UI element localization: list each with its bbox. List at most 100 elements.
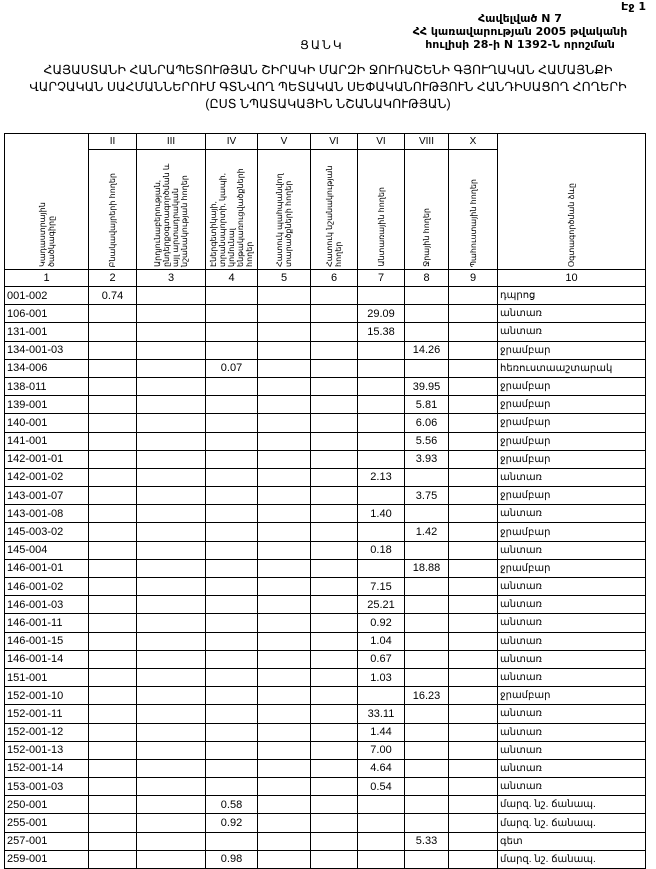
area-cell: 5.33 [404,831,449,851]
area-cell [310,395,358,415]
cadastral-code: 152-001-10 [4,686,89,706]
area-cell [310,831,358,851]
area-cell [136,704,206,724]
area-cell [136,613,206,633]
area-cell: 3.93 [404,449,449,469]
area-cell [205,322,258,342]
table-row: 142-001-01 3.93 ջրամբար [4,449,646,469]
area-cell: 0.92 [205,813,258,833]
area-cell [257,540,311,560]
area-cell [88,449,137,469]
cadastral-code: 142-001-01 [4,449,89,469]
area-cell [310,613,358,633]
land-use: անտառ [497,540,646,560]
area-cell [357,486,405,506]
area-cell [448,740,498,760]
area-cell [310,431,358,451]
area-cell: 14.26 [404,340,449,360]
area-cell [448,722,498,742]
area-cell [88,704,137,724]
area-cell [136,395,206,415]
area-cell [205,540,258,560]
land-use: ջրամբար [497,449,646,469]
area-cell [205,667,258,688]
area-cell [136,376,206,397]
appendix-line: ՀՀ կառավարության 2005 թվականի [412,25,628,38]
land-use: ջրամբար [497,431,646,451]
area-cell [448,431,498,451]
roman-numeral: II [88,133,137,150]
area-cell: 5.81 [404,395,449,415]
column-header: Հատուկ պահպանվող տարածքների հողեր [257,149,311,270]
cadastral-code: 255-001 [4,813,89,833]
area-cell: 0.67 [357,649,405,669]
area-cell [205,686,258,706]
area-cell [310,449,358,469]
area-cell [205,777,258,797]
table-row: 152-001-10 16.23 ջրամբար [4,686,646,706]
roman-numeral: VI [310,133,358,150]
area-cell [357,376,405,397]
area-cell [88,740,137,760]
area-cell [88,486,137,506]
area-cell [257,704,311,724]
area-cell: 1.04 [357,631,405,651]
table-row: 146-001-02 7.15 անտառ [4,576,646,597]
area-cell [257,304,311,324]
area-cell [357,340,405,360]
area-cell [205,285,258,306]
cadastral-code: 146-001-14 [4,649,89,669]
area-cell: 25.21 [357,595,405,615]
area-cell [404,704,449,724]
appendix-reference: Հավելված N 7 ՀՀ կառավարության 2005 թվակա… [405,12,635,51]
area-cell [448,558,498,579]
area-cell [257,777,311,797]
land-use: ջրամբար [497,522,646,542]
area-cell [257,758,311,779]
area-cell [310,522,358,542]
area-cell [357,522,405,542]
land-use: անտառ [497,304,646,324]
area-cell [448,285,498,306]
area-cell [136,358,206,378]
table-row: 146-001-01 18.88 ջրամբար [4,558,646,579]
cadastral-code: 139-001 [4,395,89,415]
list-label: ՑԱՆԿ [300,38,344,52]
area-cell: 1.42 [404,522,449,542]
table-row: 131-001 15.38 անտառ [4,322,646,342]
area-cell [310,795,358,815]
area-cell [136,558,206,579]
area-cell [88,686,137,706]
table-row: 143-001-08 1.40 անտառ [4,504,646,524]
land-use: անտառ [497,704,646,724]
area-cell [205,740,258,760]
table-row: 134-006 0.07 հեռուստաաշտարակ [4,358,646,378]
area-cell [205,522,258,542]
area-cell [310,504,358,524]
cadastral-code: 257-001 [4,831,89,851]
cadastral-code: 151-001 [4,667,89,688]
area-cell [88,358,137,378]
area-cell [205,558,258,579]
cadastral-code: 143-001-08 [4,504,89,524]
column-number: 7 [357,269,405,287]
area-cell [205,722,258,742]
area-cell [257,813,311,833]
area-cell [88,413,137,433]
area-cell [136,686,206,706]
area-cell [448,358,498,378]
area-cell [136,722,206,742]
land-use: անտառ [497,322,646,342]
area-cell [310,631,358,651]
area-cell [310,285,358,306]
area-cell [404,813,449,833]
area-cell [205,467,258,488]
area-cell [404,595,449,615]
area-cell: 15.38 [357,322,405,342]
column-number: 3 [136,269,206,287]
area-cell [88,722,137,742]
document-title: ՀԱՅԱՍՏԱՆԻ ՀԱՆՐԱՊԵՏՈՒԹՅԱՆ ՇԻՐԱԿԻ ՄԱՐԶԻ ՋՈ… [0,62,656,113]
table-row: 142-001-02 2.13 անտառ [4,467,646,488]
area-cell [205,831,258,851]
area-cell [448,340,498,360]
